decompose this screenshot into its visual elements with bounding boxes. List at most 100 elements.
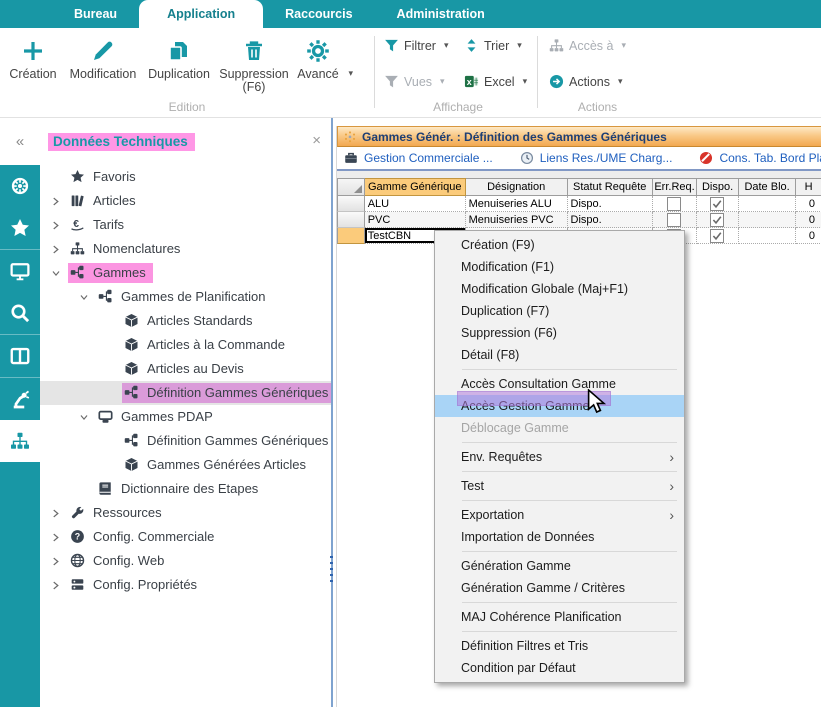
tree-item-config-commerciale[interactable]: ? Config. Commerciale	[40, 525, 331, 549]
column-header-gamme-generique[interactable]: Gamme Générique	[364, 178, 466, 196]
menu-item-test[interactable]: Test ›	[435, 475, 684, 497]
tree-item-articles-au-devis[interactable]: Articles au Devis	[40, 357, 331, 381]
menu-item-modification-globale-maj-f1[interactable]: Modification Globale (Maj+F1)	[435, 278, 684, 300]
chevron-down-icon[interactable]: ▾	[618, 76, 623, 86]
cell-dispo[interactable]	[697, 228, 739, 244]
cell-dispo[interactable]	[697, 196, 739, 212]
checkbox-checked[interactable]	[710, 212, 725, 227]
tree-item-gammes-generees-articles[interactable]: Gammes Générées Articles	[40, 453, 331, 477]
tree-item-nomenclatures[interactable]: Nomenclatures	[40, 237, 331, 261]
cell-h[interactable]: 0	[796, 196, 821, 212]
close-icon[interactable]: ×	[312, 132, 321, 149]
tree-item-articles-a-la-commande[interactable]: Articles à la Commande	[40, 333, 331, 357]
cell-err-req[interactable]	[652, 212, 698, 228]
chevron-down-icon[interactable]: ▾	[443, 40, 449, 50]
doc-tab-cons-tab-bord[interactable]: Cons. Tab. Bord Planif....	[699, 151, 821, 165]
cell-date-blo[interactable]	[738, 212, 797, 228]
cell-h[interactable]: 0	[796, 212, 821, 228]
cell-designation[interactable]: Menuiseries PVC	[465, 212, 568, 228]
cell-designation[interactable]: Menuiseries ALU	[465, 196, 568, 212]
cell-date-blo[interactable]	[738, 196, 797, 212]
checkbox-checked[interactable]	[710, 228, 725, 243]
chevron-collapsed-icon[interactable]	[52, 197, 68, 206]
menu-item-condition-par-defaut[interactable]: Condition par Défaut	[435, 657, 684, 679]
checkbox-unchecked[interactable]	[667, 212, 682, 227]
menu-tab-administration[interactable]: Administration	[396, 7, 485, 21]
chevron-collapsed-icon[interactable]	[52, 245, 68, 254]
window-titlebar[interactable]: Gammes Génér. : Définition des Gammes Gé…	[337, 126, 821, 147]
rail-item-production[interactable]	[0, 378, 40, 420]
menu-item-duplication-f7[interactable]: Duplication (F7)	[435, 300, 684, 322]
cell-date-blo[interactable]	[738, 228, 797, 244]
cell-gamme[interactable]: PVC	[364, 212, 466, 228]
chevron-collapsed-icon[interactable]	[52, 221, 68, 230]
tree-item-articles[interactable]: Articles	[40, 189, 331, 213]
menu-item-maj-coherence-planification[interactable]: MAJ Cohérence Planification	[435, 606, 684, 628]
checkbox-checked[interactable]	[710, 196, 725, 211]
menu-item-suppression-f6[interactable]: Suppression (F6)	[435, 322, 684, 344]
panel-splitter[interactable]	[331, 118, 333, 707]
menu-tab-application[interactable]: Application	[139, 0, 264, 28]
row-header[interactable]	[337, 212, 365, 228]
column-header-dispo[interactable]: Dispo.	[697, 178, 739, 196]
column-header-date-blo[interactable]: Date Blo.	[738, 178, 797, 196]
tree-item-tarifs[interactable]: € Tarifs	[40, 213, 331, 237]
chevron-collapsed-icon[interactable]	[52, 581, 68, 590]
menu-item-importation-de-donnees[interactable]: Importation de Données	[435, 526, 684, 548]
column-header-err-req[interactable]: Err.Req.	[652, 178, 698, 196]
tree-item-gammes-pdap[interactable]: Gammes PDAP	[40, 405, 331, 429]
actions-button[interactable]: Actions ▾	[549, 74, 623, 89]
chevron-collapsed-icon[interactable]	[52, 533, 68, 542]
tree-item-definition-gammes-generiques[interactable]: Définition Gammes Génériques	[40, 381, 331, 405]
doc-tab-liens-res[interactable]: Liens Res./UME Charg...	[520, 151, 672, 165]
splitter-handle[interactable]	[330, 556, 333, 586]
column-header-h[interactable]: H	[796, 178, 821, 196]
avance-button[interactable]: Avancé ▾	[292, 28, 353, 94]
chevron-down-icon[interactable]: ▾	[517, 40, 522, 50]
suppression-button[interactable]: Suppression (F6)	[216, 28, 292, 94]
tree-item-gammes[interactable]: Gammes	[40, 261, 331, 285]
menu-item-exportation[interactable]: Exportation ›	[435, 504, 684, 526]
menu-tab-raccourcis[interactable]: Raccourcis	[285, 7, 353, 21]
checkbox-unchecked[interactable]	[667, 196, 682, 211]
tree-item-articles-standards[interactable]: Articles Standards	[40, 309, 331, 333]
menu-item-acces-consultation-gamme[interactable]: Accès Consultation Gamme	[435, 373, 684, 395]
tree-item-dictionnaire-des-etapes[interactable]: Dictionnaire des Etapes	[40, 477, 331, 501]
cell-h[interactable]: 0	[796, 228, 821, 244]
tree-item-config-web[interactable]: Config. Web	[40, 549, 331, 573]
tree-item-config-proprietes[interactable]: Config. Propriétés	[40, 573, 331, 597]
duplication-button[interactable]: Duplication	[142, 28, 216, 94]
tree-item-definition-gammes-generiques[interactable]: Définition Gammes Génériques	[40, 429, 331, 453]
table-row-pvc[interactable]: PVC Menuiseries PVC Dispo. 0	[337, 212, 821, 228]
row-header[interactable]	[337, 228, 365, 244]
menu-item-acces-gestion-gamme[interactable]: Accès Gestion Gamme	[435, 391, 684, 417]
row-header[interactable]	[337, 196, 365, 212]
rail-item-search[interactable]	[0, 292, 40, 334]
modification-button[interactable]: Modification	[64, 28, 142, 94]
chevron-down-icon[interactable]: ▾	[348, 68, 353, 78]
chevron-collapsed-icon[interactable]	[52, 509, 68, 518]
doc-tab-gestion-commerciale[interactable]: Gestion Commerciale ...	[344, 151, 493, 165]
cell-statut[interactable]: Dispo.	[567, 196, 653, 212]
creation-button[interactable]: Création	[2, 28, 64, 94]
menu-item-detail-f8[interactable]: Détail (F8)	[435, 344, 684, 366]
chevron-expanded-icon[interactable]	[52, 269, 68, 278]
select-all-corner[interactable]	[337, 178, 365, 196]
tree-item-favoris[interactable]: Favoris	[40, 165, 331, 189]
chevron-expanded-icon[interactable]	[80, 413, 96, 422]
excel-button[interactable]: x Excel ▾	[464, 74, 527, 89]
tree-item-gammes-de-planification[interactable]: Gammes de Planification	[40, 285, 331, 309]
rail-item-favorites[interactable]	[0, 207, 40, 249]
trier-button[interactable]: Trier ▾	[464, 38, 522, 53]
tree-item-ressources[interactable]: Ressources	[40, 501, 331, 525]
rail-item-layout[interactable]	[0, 335, 40, 377]
filtrer-button[interactable]: Filtrer ▾	[384, 38, 464, 53]
menu-item-definition-filtres-et-tris[interactable]: Définition Filtres et Tris	[435, 635, 684, 657]
menu-item-generation-gamme-criteres[interactable]: Génération Gamme / Critères	[435, 577, 684, 599]
menu-item-modification-f1[interactable]: Modification (F1)	[435, 256, 684, 278]
menu-item-generation-gamme[interactable]: Génération Gamme	[435, 555, 684, 577]
menu-item-creation-f9[interactable]: Création (F9)	[435, 234, 684, 256]
rail-item-wheel[interactable]	[0, 165, 40, 207]
rail-item-technical-data[interactable]	[0, 420, 40, 462]
collapse-panel-button[interactable]: «	[0, 118, 40, 165]
